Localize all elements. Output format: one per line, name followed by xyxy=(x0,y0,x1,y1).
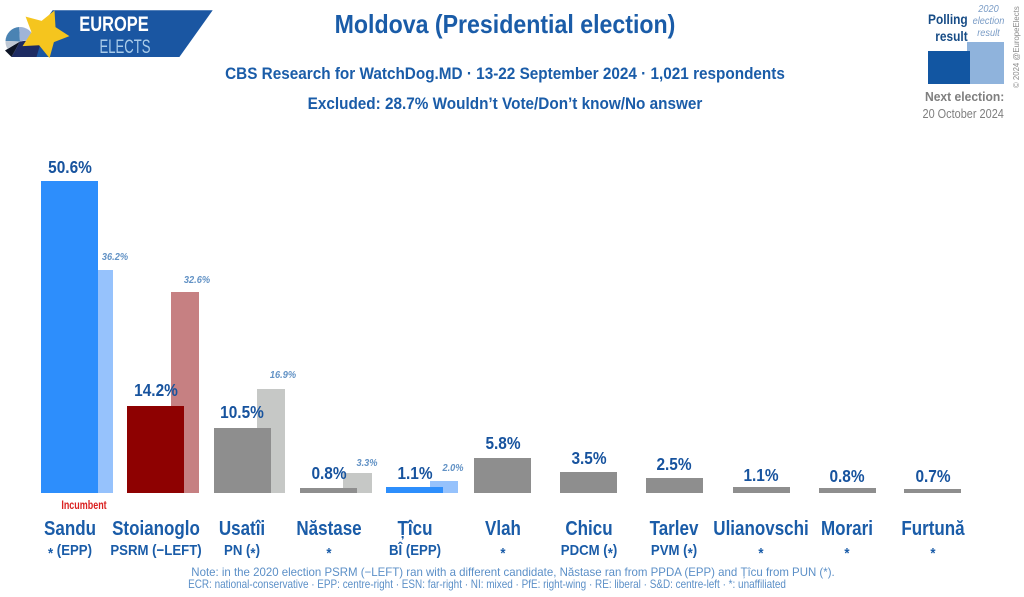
svg-text:EUROPE: EUROPE xyxy=(79,12,149,36)
svg-text:ELECTS: ELECTS xyxy=(100,36,151,58)
